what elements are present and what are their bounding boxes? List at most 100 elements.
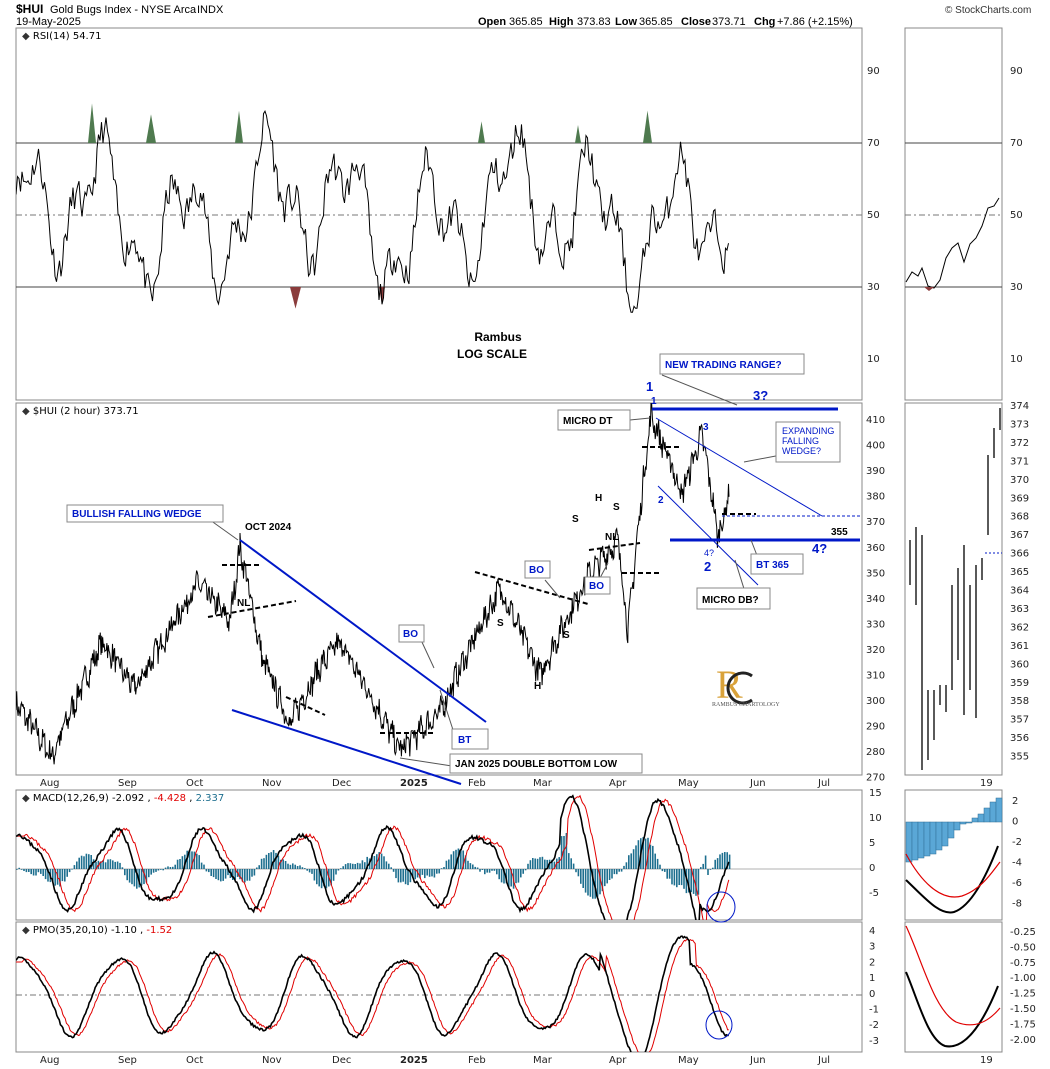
macd-hist-bar-376 [467, 860, 469, 869]
macd-hist-bar-64 [92, 859, 95, 869]
side-macd-bar-3 [923, 821, 931, 857]
macd-hist-bar-120 [160, 869, 162, 870]
monthLabels1-month-0: Aug [40, 778, 60, 789]
macd-hist-bar-220 [280, 859, 282, 869]
macd-hist-bar-512 [630, 853, 632, 869]
macd-hist-bar-272 [342, 866, 344, 869]
efw-line-1: EXPANDING [782, 426, 834, 436]
panel-frames [15, 27, 1003, 1053]
side-price-tick-18: 356 [1010, 733, 1029, 744]
macd-hist-bar-250 [316, 869, 318, 885]
macd-panel: ◆ MACD(12,26,9) -2.092 , -4.428 , 2.337 … [16, 788, 1022, 923]
macd-hist-bar-304 [380, 853, 383, 869]
side-price-tick-11: 363 [1010, 604, 1029, 615]
macd-hist-bar-460 [568, 853, 570, 869]
macd-hist-bar-330 [412, 869, 414, 878]
macd-hist-bar-228 [289, 864, 292, 869]
macd-line [16, 794, 730, 920]
macd-hist-bar-242 [306, 869, 308, 871]
macd-hist-bar-0 [16, 869, 18, 870]
s-label-1: S [497, 618, 504, 629]
macd-hist-value: 2.337 [196, 793, 225, 804]
macd-hist-bar-358 [445, 860, 448, 869]
side-macd-bar-10 [965, 821, 973, 824]
macd-hist-bar-534 [656, 858, 659, 869]
side-macd-tick-5: -8 [1012, 899, 1022, 910]
side-price-tick-12: 362 [1010, 622, 1029, 633]
macd-hist-bar-106 [143, 869, 145, 885]
price-series [16, 403, 730, 765]
macd-hist-bar-244 [308, 869, 311, 873]
monthLabels1-month-5: 2025 [400, 778, 428, 789]
macd-hist-bar-492 [606, 869, 608, 884]
macd-hist-bar-308 [385, 861, 388, 869]
macd-hist-bar-558 [685, 869, 688, 894]
macd-hist-bar-136 [179, 859, 181, 869]
macd-hist-bar-372 [462, 850, 464, 869]
symbol: $HUI [16, 2, 43, 16]
macd-hist-bar-352 [438, 869, 440, 874]
macd-hist-bar-326 [407, 869, 409, 886]
bo2-connector [544, 579, 561, 599]
bfw-box [66, 504, 224, 523]
macd-hist-bar-44 [68, 869, 71, 873]
monthLabels1-month-3: Nov [262, 778, 282, 789]
macd-circle-marker [706, 891, 736, 923]
macd-hist-bar-180 [232, 869, 234, 880]
chg-value: +7.86 (+2.15%) [777, 16, 853, 28]
macd-hist-bar-474 [584, 869, 587, 893]
macd-hist-bar-374 [464, 855, 467, 869]
side-pmo-frame [904, 921, 1003, 1053]
macd-hist-bar-382 [474, 866, 476, 869]
macd-hist-bar-434 [536, 858, 539, 869]
macd-hist-bar-286 [359, 863, 361, 869]
macd-hist-bar-238 [301, 867, 304, 869]
log-scale-note: LOG SCALE [457, 347, 527, 361]
bo2-box [524, 560, 551, 579]
macd-hist-bar-430 [532, 858, 534, 869]
efw-line-2: FALLING [782, 436, 819, 446]
macd-hist-bar-572 [702, 863, 704, 869]
macd-hist-bar-362 [450, 854, 452, 869]
neckline-1 [207, 600, 297, 618]
low-value: 365.85 [639, 16, 673, 28]
side-macd-tick-4: -6 [1012, 878, 1022, 889]
macd-hist-bar-388 [481, 869, 484, 870]
macd-hist-bar-264 [332, 869, 335, 881]
side-macd-bar-4 [929, 821, 937, 855]
rsi-y-ticks: 90 70 50 30 10 [867, 66, 880, 365]
monthLabels1-month-1: Sep [118, 778, 137, 789]
macd-hist-bar-262 [330, 869, 332, 886]
macd-hist-bar-406 [503, 869, 505, 884]
macd-hist-bar-550 [676, 869, 678, 888]
macd-hist-bar-284 [356, 862, 359, 869]
macd-hist-bar-92 [126, 869, 128, 881]
macd-hist-bar-574 [704, 855, 707, 869]
macd-hist-bar-110 [148, 869, 150, 878]
macd-hist-bar-546 [671, 869, 673, 885]
side-rsi-tick-4: 10 [1010, 354, 1023, 365]
macd-hist-bar-312 [390, 867, 392, 869]
side-price-tick-4: 370 [1010, 475, 1029, 486]
macd-y-ticks: 15 10 5 0 -5 [869, 788, 882, 899]
macd-hist-bar-342 [426, 869, 428, 876]
macd-hist-bar-84 [116, 861, 119, 869]
ohlc-readout: Open 365.85 High 373.83 Low 365.85 Close… [478, 16, 853, 28]
macd-hist-bar-500 [616, 869, 618, 875]
macd-hist-bar-416 [515, 869, 517, 884]
macd-hist-bar-160 [208, 869, 210, 873]
rsi-tick-0: 90 [867, 66, 880, 77]
macd-hist-bar-82 [114, 861, 116, 869]
monthLabels2-month-1: Sep [118, 1055, 137, 1066]
macd-hist-bar-496 [611, 869, 613, 879]
macd-hist-bar-396 [491, 869, 493, 871]
macd-hist-bar-236 [299, 865, 301, 869]
macd-hist-bar-148 [193, 851, 196, 869]
macd-hist-bar-338 [421, 869, 424, 875]
macd-hist-bar-202 [258, 865, 260, 869]
macd-hist-bar-578 [709, 869, 712, 870]
macd-hist-bar-268 [337, 869, 340, 871]
price-panel-frame [15, 402, 863, 776]
rsi-fill-1 [146, 114, 156, 143]
neckline-bo [474, 571, 589, 605]
